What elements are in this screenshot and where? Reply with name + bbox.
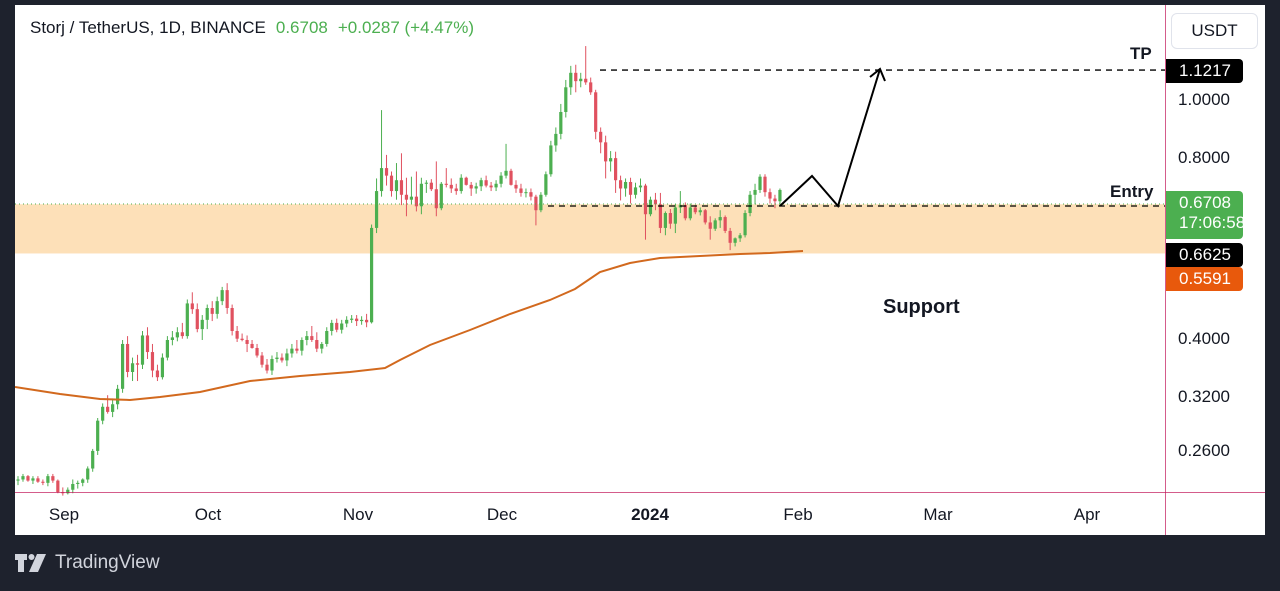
entry-label: Entry	[1110, 182, 1154, 201]
currency-button[interactable]: USDT	[1171, 13, 1258, 49]
price-change: +0.0287 (+4.47%)	[337, 18, 474, 37]
tp-label: TP	[1130, 44, 1152, 63]
symbol-title: Storj / TetherUS, 1D, BINANCE	[30, 18, 266, 37]
symbol-legend[interactable]: Storj / TetherUS, 1D, BINANCE 0.6708 +0.02…	[30, 18, 474, 38]
tradingview-logo-icon	[15, 554, 46, 572]
last-price-tag: 0.6708 17:06:58	[1166, 191, 1246, 239]
support-label: Support	[883, 296, 960, 318]
price-tick: 1.0000	[1178, 90, 1230, 109]
price-tick: 0.3200	[1178, 386, 1230, 406]
time-tick: Nov	[342, 505, 374, 524]
bar-countdown: 17:06:58	[1179, 213, 1246, 232]
time-tick: Oct	[194, 505, 222, 524]
last-price-value: 0.6708	[1179, 193, 1231, 212]
time-tick: Dec	[486, 505, 518, 524]
price-tick: 0.8000	[1178, 148, 1230, 168]
candlesticks	[16, 46, 782, 496]
brand-name: TradingView	[55, 552, 160, 573]
tradingview-watermark: TradingView	[15, 552, 160, 574]
time-tick: Feb	[783, 505, 813, 524]
chart-canvas[interactable]	[15, 5, 1265, 535]
time-tick: Mar	[923, 505, 953, 524]
moving-average-line	[15, 250, 804, 402]
tp-price-tag: 1.1217	[1166, 59, 1243, 83]
arrow-head-icon	[869, 67, 886, 82]
price-tick: 0.2600	[1178, 440, 1230, 460]
projection-path	[779, 68, 881, 209]
last-price: 0.6708	[275, 18, 328, 37]
time-tick: Apr	[1073, 505, 1101, 524]
support-zone	[15, 204, 1165, 254]
price-tick: 0.4000	[1178, 328, 1230, 348]
time-tick: 2024	[631, 505, 669, 524]
time-tick: Sep	[48, 505, 80, 524]
chart-frame	[15, 5, 1265, 535]
support-price-tag: 0.5591	[1166, 267, 1243, 291]
ma-price-tag: 0.6625	[1166, 243, 1243, 267]
